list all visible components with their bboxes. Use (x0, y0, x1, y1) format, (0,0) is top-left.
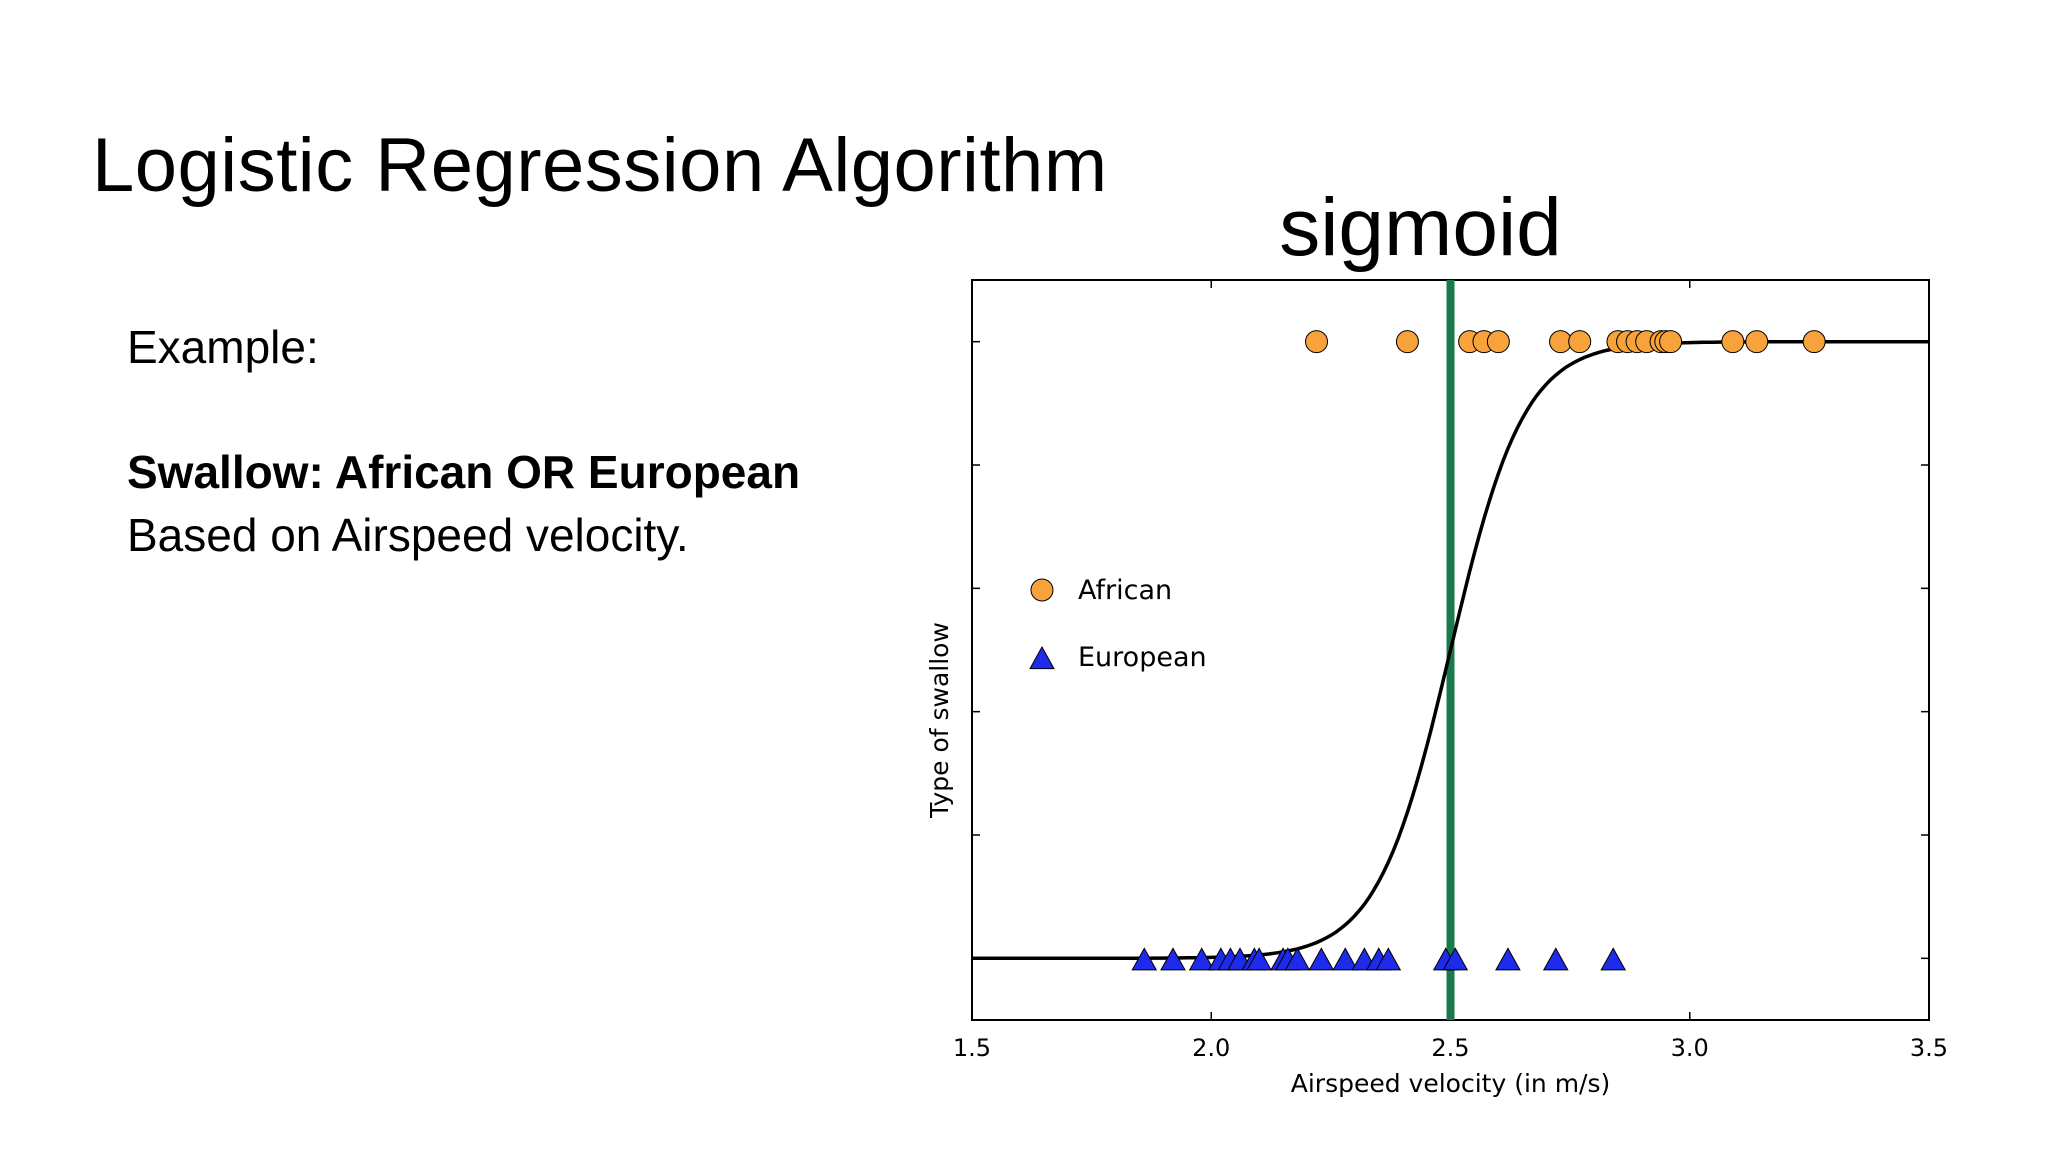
data-point-european (1375, 947, 1402, 971)
legend-label: European (1078, 642, 1207, 673)
x-tick-label: 3.0 (1671, 1034, 1709, 1062)
legend-marker-african (1030, 578, 1054, 602)
data-point-european (1308, 947, 1335, 971)
data-point-african (1486, 330, 1510, 354)
data-point-european (1600, 947, 1627, 971)
data-point-european (1284, 947, 1311, 971)
x-tick-label: 1.5 (953, 1034, 991, 1062)
data-point-european (1442, 947, 1469, 971)
example-subtext: Based on Airspeed velocity. (127, 509, 689, 561)
slide-title: Logistic Regression Algorithm (92, 123, 1108, 208)
chart-svg: sigmoid 1.5 2.0 2.5 3.0 3.5 Airspeed velocity … (925, 182, 1948, 1098)
data-point-african (1659, 330, 1683, 354)
legend-label: African (1078, 575, 1172, 606)
data-point-european (1160, 947, 1186, 971)
x-tick-label: 2.0 (1192, 1034, 1230, 1062)
x-tick-label: 2.5 (1431, 1034, 1469, 1062)
data-point-european (1188, 947, 1215, 971)
legend-marker-european (1029, 645, 1055, 670)
data-point-african (1745, 330, 1769, 354)
data-point-african (1721, 330, 1745, 354)
example-label: Example: (127, 321, 319, 373)
data-point-european (1332, 947, 1359, 971)
data-point-african (1568, 330, 1592, 354)
y-axis-label: Type of swallow (925, 622, 954, 819)
data-point-european (1131, 947, 1158, 971)
data-point-african (1395, 330, 1419, 354)
example-heading: Swallow: African OR European (127, 446, 801, 498)
data-point-european (1495, 947, 1521, 971)
data-point-european (1246, 947, 1272, 971)
sigmoid-chart: sigmoid 1.5 2.0 2.5 3.0 3.5 Airspeed velocity … (900, 160, 2000, 1110)
data-point-african (1305, 330, 1329, 354)
x-axis-label: Airspeed velocity (in m/s) (1291, 1069, 1611, 1098)
data-point-european (1542, 947, 1569, 971)
chart-title: sigmoid (1279, 182, 1562, 273)
sigmoid-curve (972, 339, 1929, 961)
data-point-african (1802, 330, 1826, 354)
x-tick-label: 3.5 (1910, 1034, 1948, 1062)
